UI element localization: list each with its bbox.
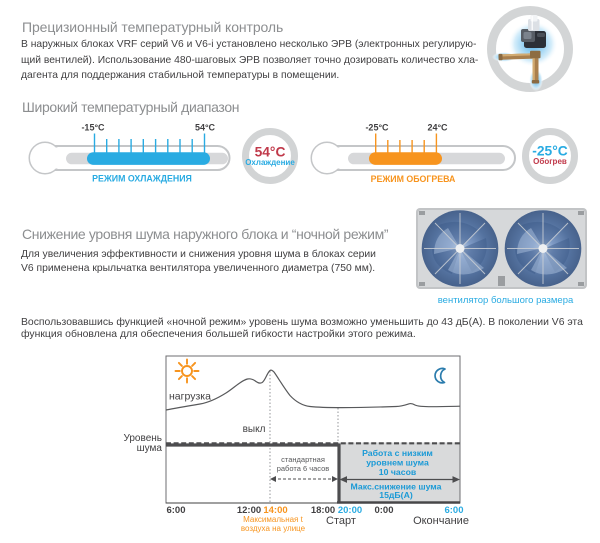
svg-text:нагрузка: нагрузка <box>169 391 211 403</box>
svg-text:шума: шума <box>137 443 163 454</box>
svg-text:6:00: 6:00 <box>166 505 185 516</box>
svg-text:24°C: 24°C <box>427 123 448 133</box>
svg-text:Окончание: Окончание <box>413 515 469 527</box>
svg-text:18:00: 18:00 <box>311 505 335 516</box>
svg-text:Обогрев: Обогрев <box>533 157 567 166</box>
svg-text:уровнем шума: уровнем шума <box>366 458 429 468</box>
svg-text:-25°C: -25°C <box>532 144 567 159</box>
svg-text:РЕЖИМ ОХЛАЖДЕНИЯ: РЕЖИМ ОХЛАЖДЕНИЯ <box>92 174 192 184</box>
svg-text:6:00: 6:00 <box>444 505 463 516</box>
svg-text:воздуха на улице: воздуха на улице <box>241 524 306 533</box>
svg-text:работа 6 часов: работа 6 часов <box>277 464 330 473</box>
svg-text:Старт: Старт <box>326 515 356 527</box>
svg-text:Максимальная t: Максимальная t <box>243 515 303 524</box>
svg-text:54°C: 54°C <box>255 145 286 160</box>
svg-text:РЕЖИМ ОБОГРЕВА: РЕЖИМ ОБОГРЕВА <box>371 174 456 184</box>
svg-text:Работа с низким: Работа с низким <box>362 448 433 458</box>
svg-text:стандартная: стандартная <box>281 455 325 464</box>
svg-text:Уровень: Уровень <box>123 433 162 444</box>
svg-text:-15°C: -15°C <box>81 123 105 133</box>
svg-text:14:00: 14:00 <box>263 505 287 516</box>
svg-text:Макс.снижение шума: Макс.снижение шума <box>351 482 442 492</box>
svg-text:12:00: 12:00 <box>237 505 261 516</box>
svg-text:Охлаждение: Охлаждение <box>245 158 295 167</box>
svg-text:15дБ(А): 15дБ(А) <box>379 490 413 500</box>
svg-text:20:00: 20:00 <box>338 505 362 516</box>
svg-text:-25°C: -25°C <box>365 123 389 133</box>
svg-text:выкл: выкл <box>243 424 266 435</box>
svg-text:10 часов: 10 часов <box>379 467 416 477</box>
svg-text:0:00: 0:00 <box>374 505 393 516</box>
svg-text:54°C: 54°C <box>195 123 216 133</box>
